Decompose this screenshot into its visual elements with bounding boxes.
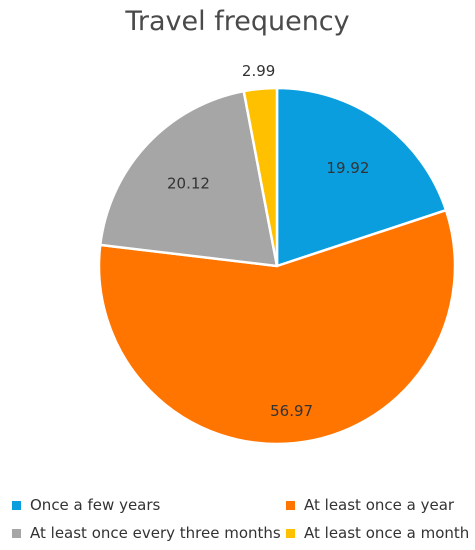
slice-once-a-few-years [275, 86, 448, 268]
slice-value-label: 56.97 [270, 402, 313, 420]
slice-at-least-once-a-month [242, 86, 279, 268]
legend-label: At least once a month [304, 524, 470, 542]
legend-label: At least once every three months [30, 524, 281, 542]
legend-swatch [286, 500, 295, 510]
legend-item-once-a-few-years: Once a few years [12, 496, 160, 514]
legend-swatch [286, 528, 295, 538]
legend-label: At least once a year [304, 496, 455, 514]
legend-item-at-least-once-every-three-months: At least once every three months [12, 524, 281, 542]
legend-item-at-least-once-a-month: At least once a month [286, 524, 469, 542]
legend-label: Once a few years [30, 496, 161, 514]
slice-value-label: 2.99 [242, 62, 275, 80]
slice-value-label: 20.12 [167, 174, 210, 192]
legend-swatch [12, 528, 21, 538]
legend-swatch [12, 500, 21, 510]
legend-item-at-least-once-a-year: At least once a year [286, 496, 454, 514]
pie-chart: 19.92 56.97 20.12 2.99 [97, 62, 457, 446]
slice-at-least-once-a-year [97, 208, 457, 446]
slice-value-label: 19.92 [326, 159, 369, 177]
legend: Once a few years At least once a year At… [0, 496, 475, 550]
slice-at-least-once-every-three-months [99, 89, 279, 268]
chart-title: Travel frequency [125, 6, 350, 37]
